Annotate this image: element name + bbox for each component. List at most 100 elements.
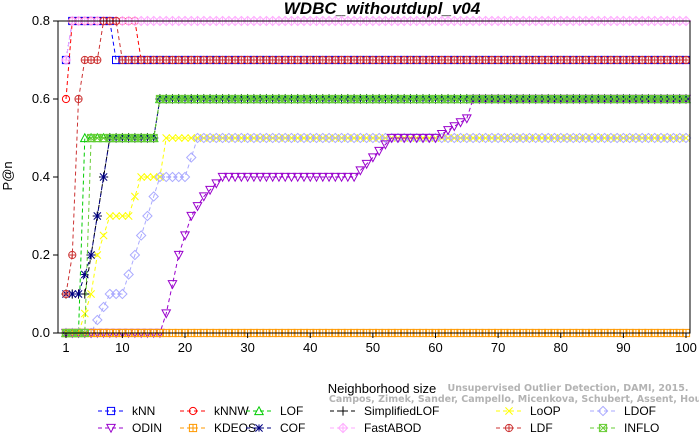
data-point-loop <box>99 231 108 240</box>
x-tick-label: 20 <box>178 340 192 355</box>
y-tick-label: 0.8 <box>32 13 50 28</box>
legend-marker-knnw <box>188 406 198 416</box>
data-point-odin <box>411 133 422 144</box>
data-point-odin <box>305 172 316 183</box>
legend-item-ldof: LDOF <box>590 404 656 418</box>
data-point-odin <box>336 172 347 183</box>
y-tick-label: 0.6 <box>32 91 50 106</box>
data-point-odin <box>217 172 228 183</box>
data-point-odin <box>405 133 416 144</box>
credit-line-1: Unsupervised Outlier Detection, DAMI, 20… <box>448 383 689 394</box>
legend-label-knn: kNN <box>132 404 155 418</box>
x-tick-label: 1 <box>62 340 69 355</box>
data-point-odin <box>167 280 178 290</box>
data-point-odin <box>461 114 472 124</box>
data-point-ldf <box>74 94 83 104</box>
series-line-knn <box>65 20 686 61</box>
data-point-odin <box>298 172 310 183</box>
data-point-odin <box>386 133 397 144</box>
plot-area: 1 10 20 30 40 50 60 70 80 90 100 0.0 0.2 0.4 0.6 0.8 <box>32 13 697 355</box>
legend-marker-kdeos <box>188 423 198 433</box>
data-point-ldf <box>681 55 691 65</box>
data-point-odin <box>242 172 253 183</box>
data-point-ldof <box>117 288 128 300</box>
legend-item-odin: ODIN <box>98 421 162 434</box>
data-point-loop <box>168 134 177 142</box>
legend-item-kdeos: KDEOS <box>180 421 256 434</box>
data-point-loop <box>112 212 121 220</box>
credit-line-2: Campos, Zimek, Sander, Campello, Micenko… <box>329 394 699 405</box>
data-point-odin <box>430 133 441 144</box>
legend-marker-loop <box>505 407 513 415</box>
legend-label-fastabod: FastABOD <box>364 421 422 434</box>
data-point-odin <box>367 153 378 163</box>
data-point-cof <box>68 290 77 298</box>
data-point-odin <box>417 133 429 144</box>
data-point-odin <box>161 309 172 319</box>
legend-label-kdeos: KDEOS <box>214 421 256 434</box>
data-point-odin <box>330 172 341 183</box>
data-point-cof <box>87 251 96 259</box>
data-point-fastabod <box>60 54 72 66</box>
data-point-odin <box>355 166 366 176</box>
legend-label-simplifiedlof: SimplifiedLOF <box>364 404 439 418</box>
data-point-odin <box>173 250 184 261</box>
data-point-ldof <box>98 301 109 313</box>
legend-item-ldf: LDF <box>496 421 553 434</box>
series-inflo <box>61 94 691 338</box>
data-point-cof <box>93 212 102 220</box>
data-point-cof <box>74 290 83 298</box>
data-point-odin <box>455 118 466 128</box>
data-point-odin <box>267 172 278 183</box>
legend-item-lof: LOF <box>246 404 303 418</box>
data-point-ldof <box>135 230 147 241</box>
legend-marker-inflo <box>598 423 608 433</box>
series-line-ldof <box>66 137 686 334</box>
x-tick-label: 60 <box>428 340 442 355</box>
series-line-loop <box>66 137 686 334</box>
data-point-cof <box>80 270 89 279</box>
x-tick-label: 40 <box>303 340 317 355</box>
series-odin <box>60 94 692 339</box>
legend-marker-fastabod <box>337 422 349 434</box>
data-point-odin <box>449 122 460 132</box>
series-line-cof <box>66 98 686 295</box>
data-point-odin <box>205 185 216 196</box>
data-point-odin <box>192 202 203 212</box>
data-point-odin <box>286 172 297 183</box>
data-point-odin <box>223 172 234 183</box>
data-point-odin <box>292 172 303 183</box>
data-point-odin <box>255 172 266 183</box>
legend-label-lof: LOF <box>280 404 303 418</box>
data-point-odin <box>442 126 454 136</box>
data-point-odin <box>248 172 259 183</box>
data-point-odin <box>211 179 222 189</box>
legend-label-inflo: INFLO <box>624 421 659 434</box>
data-point-loop <box>93 251 102 259</box>
x-tick-label: 10 <box>115 340 129 355</box>
y-tick-label: 0.2 <box>32 247 50 262</box>
data-point-odin <box>361 159 372 170</box>
series-ldof <box>60 132 692 339</box>
legend-label-ldof: LDOF <box>624 404 656 418</box>
data-point-loop <box>124 212 133 220</box>
data-point-ldof <box>680 132 692 144</box>
chart-title: WDBC_withoutdupl_v04 <box>284 0 481 18</box>
series-line-simplifiedlof <box>66 98 686 295</box>
data-point-odin <box>186 211 197 222</box>
data-point-ldof <box>185 152 197 163</box>
x-tick-label: 80 <box>554 340 568 355</box>
data-point-loop <box>149 173 158 181</box>
data-point-odin <box>198 192 209 202</box>
data-point-loop <box>130 192 139 201</box>
legend-item-inflo: INFLO <box>590 421 659 434</box>
data-point-loop <box>187 134 196 142</box>
data-point-odin <box>436 130 447 140</box>
data-point-loop <box>80 309 89 318</box>
data-point-odin <box>317 172 328 183</box>
legend-label-ldf: LDF <box>530 421 553 434</box>
series-knn <box>61 16 691 65</box>
data-point-ldof <box>142 210 153 222</box>
data-point-ldof <box>92 314 103 326</box>
